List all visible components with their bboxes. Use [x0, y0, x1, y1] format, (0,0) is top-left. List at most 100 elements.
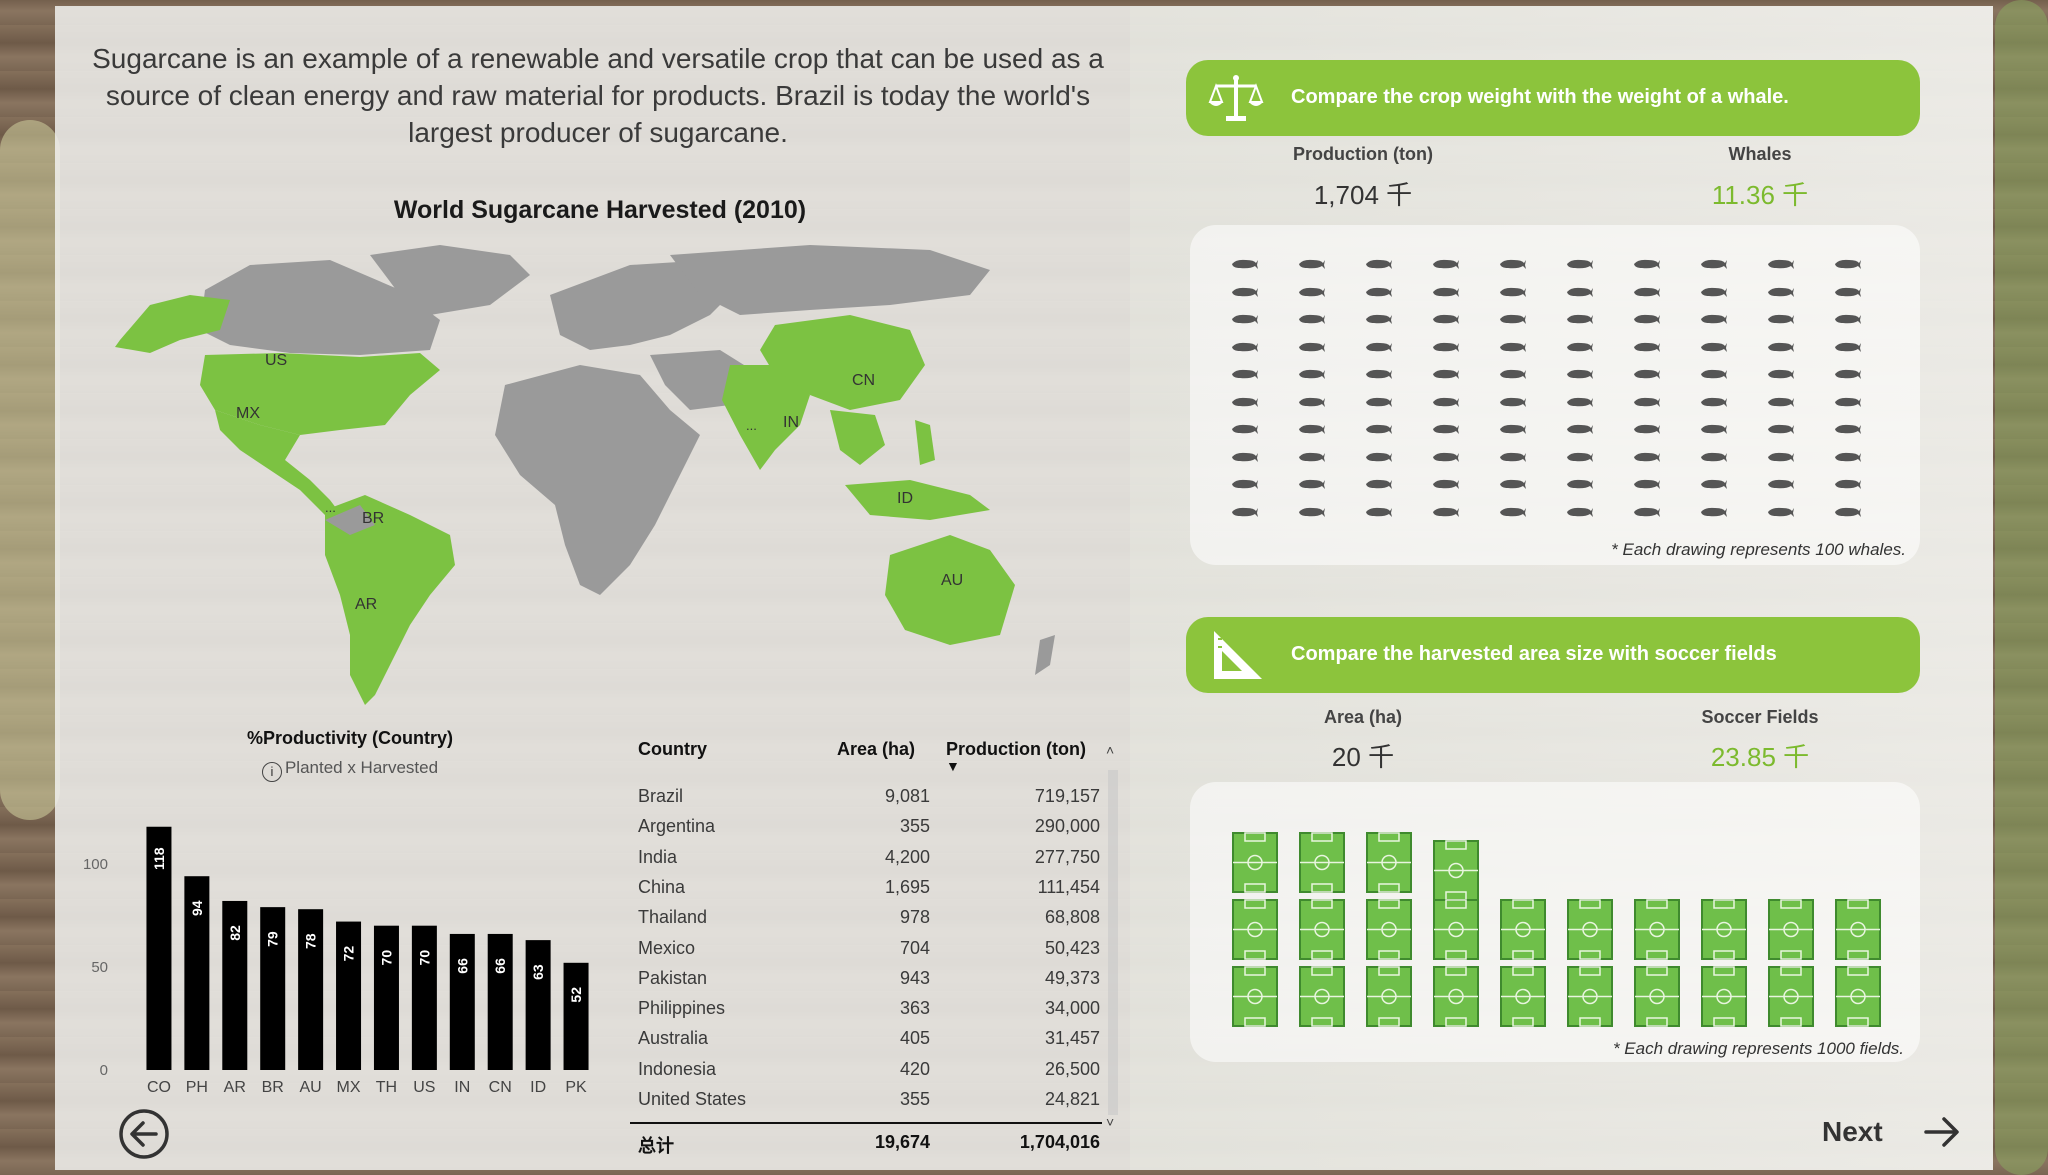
x-tick-label: IN — [454, 1079, 470, 1096]
bar-mx[interactable] — [336, 921, 362, 1070]
map-region-canada — [200, 260, 440, 355]
whale-icon — [1567, 452, 1593, 462]
bar-data-label: 79 — [265, 931, 281, 947]
table-row[interactable]: Australia 405 31,457 — [630, 1028, 1100, 1058]
total-area: 19,674 — [874, 1132, 930, 1152]
table-row[interactable]: United States 355 24,821 — [630, 1089, 1100, 1119]
soccer-field-icon — [1299, 899, 1345, 960]
soccer-field-icon — [1232, 899, 1278, 960]
soccer-field-icon — [1835, 966, 1881, 1027]
whale-icon — [1835, 259, 1861, 269]
bar-data-label: 78 — [303, 933, 319, 949]
bar-th[interactable] — [373, 925, 399, 1070]
whale-icon — [1433, 369, 1459, 379]
table-scrollbar[interactable] — [1108, 770, 1118, 1115]
bar-chart-title: %Productivity (Country) — [246, 728, 453, 748]
soccer-field-icon — [1366, 899, 1412, 960]
bar-pk[interactable] — [563, 962, 589, 1070]
bar-chart-subtitle: i Planted x Harvested — [200, 758, 500, 782]
map-region-mexico — [215, 410, 345, 520]
whale-icon — [1701, 259, 1727, 269]
map-label-us: US — [265, 352, 288, 369]
col-header-production[interactable]: Production (ton) — [946, 739, 1086, 759]
soccer-field-icon — [1433, 899, 1479, 960]
right-arrow-icon[interactable] — [1922, 1112, 1962, 1152]
whale-icon — [1768, 397, 1794, 407]
whale-icon — [1433, 287, 1459, 297]
scroll-up-button[interactable]: ˄ — [1106, 742, 1115, 758]
production-kpi-label: Production (ton) — [1293, 144, 1433, 164]
map-region-south-america — [325, 495, 455, 705]
cell-country: India — [638, 846, 678, 867]
whale-icon — [1835, 424, 1861, 434]
whale-icon — [1634, 479, 1660, 489]
whale-icon — [1768, 314, 1794, 324]
info-icon[interactable]: i — [261, 762, 282, 782]
cell-area: 355 — [899, 1089, 930, 1109]
table-row[interactable]: China 1,695 111,454 — [630, 877, 1100, 907]
cell-production: 50,423 — [1044, 937, 1100, 958]
bar-chart-subtitle-text: Planted x Harvested — [284, 758, 439, 777]
table-row[interactable]: Argentina 355 290,000 — [630, 816, 1100, 846]
cell-country: Brazil — [638, 786, 684, 806]
bar-cn[interactable] — [487, 933, 513, 1070]
bar-co[interactable] — [146, 826, 172, 1070]
cell-country: United States — [638, 1089, 747, 1109]
whale-icon — [1567, 424, 1593, 434]
whale-icon — [1232, 507, 1258, 517]
whale-icon — [1768, 259, 1794, 269]
whale-icon — [1366, 452, 1392, 462]
sugarcane-decoration — [0, 120, 60, 820]
table-row[interactable]: Thailand 978 68,808 — [630, 907, 1100, 937]
soccer-field-icon — [1500, 966, 1546, 1027]
table-row[interactable]: Philippines 363 34,000 — [630, 998, 1100, 1028]
bar-id[interactable] — [525, 940, 551, 1070]
table-row[interactable]: Brazil 9,081 719,157 — [630, 786, 1100, 816]
bar-in[interactable] — [449, 933, 475, 1070]
cell-country: Thailand — [638, 907, 708, 928]
soccer-field-icon — [1634, 966, 1680, 1027]
map-label-ar: AR — [355, 596, 378, 613]
whale-banner-text: Compare the crop weight with the weight … — [1291, 86, 1789, 108]
table-row[interactable]: India 4,200 277,750 — [630, 847, 1100, 877]
whale-icon — [1567, 287, 1593, 297]
whale-icon — [1366, 424, 1392, 434]
bar-br[interactable] — [260, 907, 286, 1070]
whale-icon — [1768, 479, 1794, 489]
bar-au[interactable] — [298, 909, 324, 1070]
bar-data-label: 118 — [151, 847, 167, 870]
world-map[interactable] — [110, 235, 1110, 715]
bar-data-label: 70 — [378, 950, 394, 966]
bar-us[interactable] — [411, 925, 437, 1070]
set-square-icon — [1214, 631, 1262, 679]
whale-icon — [1567, 314, 1593, 324]
col-header-area[interactable]: Area (ha) — [837, 739, 916, 759]
whale-icon — [1835, 369, 1861, 379]
back-arrow-icon[interactable] — [118, 1108, 170, 1160]
whale-icon — [1567, 507, 1593, 517]
bar-data-label: 66 — [454, 958, 470, 974]
soccer-field-icon — [1232, 832, 1278, 893]
soccer-field-icon — [1433, 840, 1479, 901]
scroll-down-button[interactable]: ˅ — [1106, 1114, 1115, 1130]
whale-icon — [1500, 452, 1526, 462]
soccer-field-icon — [1768, 966, 1814, 1027]
table-row[interactable]: Indonesia 420 26,500 — [630, 1059, 1100, 1089]
map-region-africa — [495, 365, 700, 595]
whale-icon — [1433, 507, 1459, 517]
bar-ar[interactable] — [222, 900, 248, 1070]
production-table[interactable]: Country Area (ha) Production (ton) ▼ Bra… — [630, 730, 1130, 1156]
table-row[interactable]: Pakistan 943 49,373 — [630, 968, 1100, 998]
x-tick-label: PH — [186, 1079, 208, 1096]
cell-country: Philippines — [638, 998, 726, 1019]
whale-icon — [1500, 287, 1526, 297]
col-header-country[interactable]: Country — [638, 739, 707, 759]
productivity-bar-chart[interactable]: 0 50 100 118 CO 94 PH 82 AR 79 BR 78 AU 72 MX 70 TH 70 US 6… — [70, 790, 610, 1100]
cell-area: 405 — [899, 1028, 930, 1049]
x-tick-label: AR — [224, 1079, 246, 1096]
table-row[interactable]: Mexico 704 50,423 — [630, 938, 1100, 968]
next-button[interactable]: Next — [1822, 1116, 1883, 1147]
cell-country: Australia — [638, 1028, 709, 1049]
bar-ph[interactable] — [184, 876, 210, 1070]
whale-icon — [1768, 342, 1794, 352]
